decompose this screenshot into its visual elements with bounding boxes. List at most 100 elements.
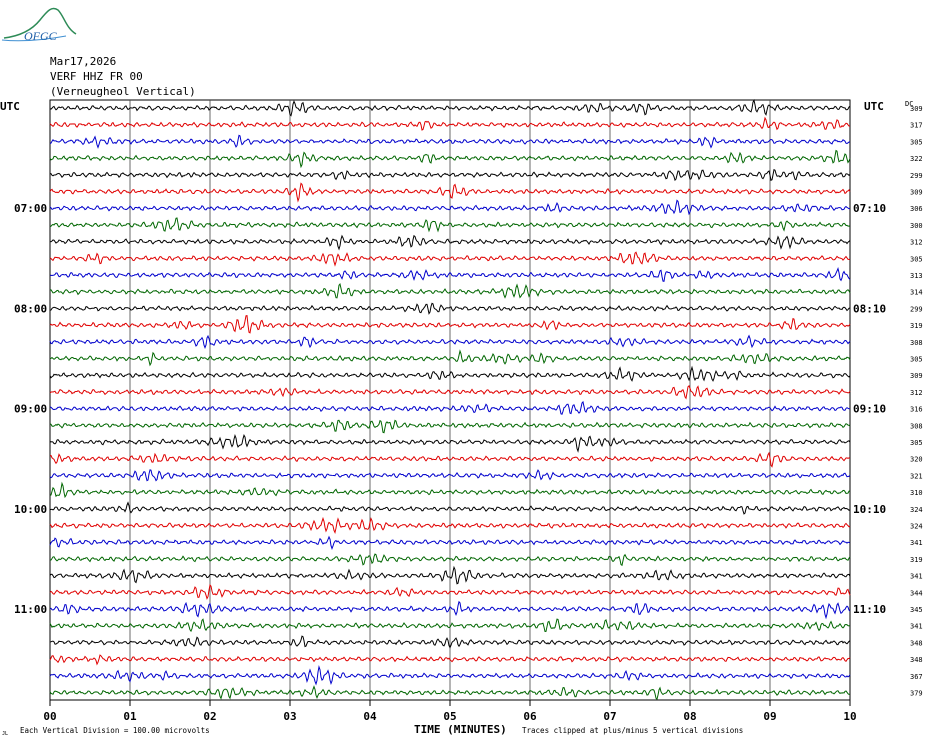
left-hour-label: 10:00 xyxy=(14,503,47,516)
dc-offset-label: 305 xyxy=(910,356,923,364)
seismic-trace-16 xyxy=(49,349,851,367)
seismic-trace-11 xyxy=(49,266,851,282)
x-tick-label: 05 xyxy=(443,710,456,723)
left-utc-label: UTC xyxy=(0,100,20,113)
seismic-trace-21 xyxy=(49,433,851,453)
dc-offset-label: 324 xyxy=(910,506,923,514)
dc-offset-label: 341 xyxy=(910,573,923,581)
seismic-trace-15 xyxy=(49,334,851,349)
x-tick-label: 07 xyxy=(603,710,616,723)
grid-layer xyxy=(49,100,851,706)
seismic-trace-5 xyxy=(49,168,851,182)
seismic-trace-14 xyxy=(49,314,851,334)
x-tick-label: 01 xyxy=(123,710,137,723)
dc-offset-label: 319 xyxy=(910,556,923,564)
date-label: Mar17,2026 xyxy=(50,55,116,68)
logo-mountain-curve xyxy=(3,7,77,39)
logo-swoosh xyxy=(1,35,67,42)
seismic-trace-12 xyxy=(49,282,851,299)
dc-offset-label: 341 xyxy=(910,623,923,631)
x-tick-label: 02 xyxy=(203,710,216,723)
dc-offset-label: 341 xyxy=(910,539,923,547)
seismic-trace-27 xyxy=(49,535,851,551)
x-tick-label: 08 xyxy=(683,710,696,723)
dc-offset-label: 320 xyxy=(910,456,923,464)
dc-offset-label: 324 xyxy=(910,523,923,531)
dc-offset-label: 309 xyxy=(910,189,923,197)
scale-note: Each Vertical Division = 100.00 microvol… xyxy=(20,726,210,735)
right-hour-label: 09:10 xyxy=(853,403,886,416)
dc-offset-label: 348 xyxy=(910,639,923,647)
dc-offset-label: 299 xyxy=(910,172,923,180)
dc-offset-label: 367 xyxy=(910,673,923,681)
seismic-trace-25 xyxy=(49,501,851,515)
station-label: VERF HHZ FR 00 xyxy=(50,70,143,83)
seismic-trace-13 xyxy=(49,302,851,315)
seismic-trace-35 xyxy=(49,664,851,686)
dc-offset-label: 379 xyxy=(910,690,923,698)
left-hour-label: 07:00 xyxy=(14,202,47,215)
seismic-trace-26 xyxy=(49,516,851,535)
left-hour-label: 11:00 xyxy=(14,603,47,616)
seismic-trace-19 xyxy=(49,400,851,415)
dc-offset-label: 312 xyxy=(910,239,923,247)
dc-offset-label: 345 xyxy=(910,606,923,614)
seismic-trace-6 xyxy=(49,182,851,203)
right-hour-label: 07:10 xyxy=(853,202,886,215)
label-layer: 00 01 02 03 04 05 06 07 08 09 10 309 317 305 322 299 309… xyxy=(14,105,923,723)
seismic-trace-8 xyxy=(49,217,851,233)
seismic-trace-9 xyxy=(49,234,851,251)
seismic-trace-31 xyxy=(49,600,851,620)
right-hour-label: 11:10 xyxy=(853,603,886,616)
seismic-trace-10 xyxy=(49,251,851,267)
dc-offset-label: 306 xyxy=(910,205,923,213)
seismic-trace-7 xyxy=(49,199,851,216)
x-tick-label: 04 xyxy=(363,710,377,723)
dc-offset-label: 319 xyxy=(910,322,923,330)
seismic-trace-18 xyxy=(49,384,851,400)
dc-offset-label: 314 xyxy=(910,289,923,297)
x-axis-title: TIME (MINUTES) xyxy=(414,723,507,736)
left-hour-label: 08:00 xyxy=(14,302,47,315)
seismic-trace-29 xyxy=(49,565,851,585)
seismic-trace-17 xyxy=(49,365,851,382)
dc-offset-label: 308 xyxy=(910,422,923,430)
seismic-trace-36 xyxy=(49,685,851,700)
seismic-trace-2 xyxy=(49,116,851,131)
location-label: (Verneugheol Vertical) xyxy=(50,85,196,98)
dc-offset-label: 305 xyxy=(910,255,923,263)
seismic-trace-28 xyxy=(49,553,851,567)
trace-layer xyxy=(49,98,851,700)
dc-offset-label: 310 xyxy=(910,489,923,497)
dc-offset-label: 316 xyxy=(910,406,923,414)
ofgc-logo: OFGC xyxy=(1,7,77,43)
seismic-trace-20 xyxy=(49,419,851,434)
seismic-trace-3 xyxy=(49,134,851,149)
x-tick-label: 10 xyxy=(843,710,856,723)
dc-offset-label: 305 xyxy=(910,138,923,146)
right-hour-label: 08:10 xyxy=(853,302,886,315)
clip-note: Traces clipped at plus/minus 5 vertical … xyxy=(522,726,743,735)
dc-offset-label: 299 xyxy=(910,305,923,313)
dc-header-label: DC xyxy=(905,100,913,108)
dc-offset-label: 312 xyxy=(910,389,923,397)
x-tick-label: 03 xyxy=(283,710,296,723)
seismic-trace-34 xyxy=(49,654,851,666)
x-tick-label: 06 xyxy=(523,710,537,723)
left-hour-label: 09:00 xyxy=(14,403,47,416)
x-tick-label: 00 xyxy=(43,710,56,723)
dc-offset-label: 317 xyxy=(910,122,923,130)
dc-offset-label: 309 xyxy=(910,105,923,113)
logo-text: OFGC xyxy=(24,29,58,43)
seismic-trace-1 xyxy=(49,98,851,117)
seismic-trace-4 xyxy=(49,149,851,169)
dc-offset-label: 321 xyxy=(910,472,923,480)
dc-offset-label: 309 xyxy=(910,372,923,380)
x-tick-label: 09 xyxy=(763,710,776,723)
dc-offset-label: 348 xyxy=(910,656,923,664)
dc-offset-label: 313 xyxy=(910,272,923,280)
seismic-trace-22 xyxy=(49,451,851,468)
dc-offset-label: 344 xyxy=(910,589,923,597)
dc-offset-label: 305 xyxy=(910,439,923,447)
